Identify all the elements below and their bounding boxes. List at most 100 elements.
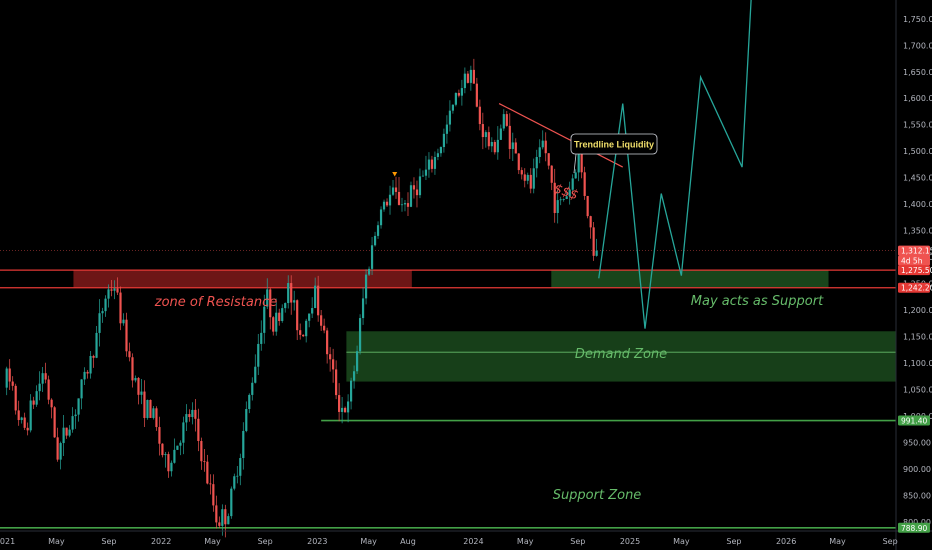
candle — [541, 130, 544, 150]
candle — [320, 310, 323, 331]
candle-body — [409, 185, 413, 207]
candle — [104, 295, 107, 317]
candle-body — [577, 153, 580, 173]
candle-body — [385, 201, 389, 206]
candle-body — [496, 139, 499, 153]
candle-body — [272, 317, 275, 332]
candle-body — [86, 371, 89, 374]
candle — [137, 377, 140, 405]
candle-body — [499, 128, 502, 140]
candle — [56, 427, 59, 462]
x-tick-label: Sep — [570, 537, 585, 546]
candle-body — [358, 318, 362, 352]
x-tick-label: May — [204, 537, 221, 546]
candle — [565, 192, 568, 200]
candle — [580, 151, 583, 179]
candle-body — [107, 289, 110, 299]
x-tick-label: Sep — [726, 537, 741, 546]
candle-body — [481, 124, 484, 138]
candle-body — [559, 199, 562, 201]
candle-body — [209, 483, 212, 485]
candle — [191, 402, 194, 425]
candle — [589, 215, 592, 239]
tag-current-price: 1,312.15 — [898, 245, 932, 256]
candle — [41, 367, 44, 393]
candle — [125, 312, 128, 357]
y-tick-label: 1,600.00 — [903, 94, 932, 103]
candle — [23, 412, 26, 431]
candle-body — [38, 383, 41, 392]
tag-support-lower-box — [898, 522, 930, 533]
candle — [577, 152, 580, 182]
tag-countdown-text: 4d 5h — [901, 257, 923, 266]
candle-body — [547, 153, 550, 166]
candle-body — [394, 187, 398, 192]
y-tick-label: 1,550.00 — [903, 121, 932, 130]
candle-body — [137, 377, 140, 395]
candle — [113, 280, 116, 300]
candle-body — [406, 203, 410, 207]
candle-body — [391, 187, 395, 195]
tag-zone-bottom-box — [898, 282, 930, 293]
x-tick-label: 2026 — [776, 537, 796, 546]
candle — [254, 354, 257, 384]
candle — [161, 443, 164, 458]
candle-body — [580, 153, 583, 173]
y-tick-label: 1,500.00 — [903, 147, 932, 156]
candle — [394, 176, 398, 199]
candle — [571, 174, 574, 195]
candle — [397, 177, 401, 206]
candle — [373, 231, 377, 247]
candle — [460, 79, 463, 106]
candle — [493, 139, 496, 155]
candle — [209, 474, 212, 495]
candle — [538, 139, 541, 164]
candle — [110, 279, 113, 297]
candle — [212, 474, 215, 512]
candle-body — [146, 399, 149, 418]
candle-body — [421, 175, 425, 177]
candle-body — [454, 92, 458, 105]
trendline — [498, 103, 624, 168]
candle — [29, 394, 32, 433]
candle-body — [514, 142, 517, 154]
candle-body — [544, 140, 547, 154]
candle — [278, 308, 281, 326]
candle-body — [505, 114, 508, 126]
time-axis[interactable]: 2021 May Sep 2022 May Sep 2023 May Aug 2024 May Sep… — [0, 530, 932, 546]
candle — [11, 376, 14, 391]
candle-body — [475, 83, 478, 107]
candle — [122, 313, 125, 326]
candle-body — [92, 355, 95, 358]
tag-current-price-text: 1,312.15 — [901, 247, 932, 256]
y-tick-label: 850.00 — [903, 491, 931, 500]
candle-body — [167, 454, 170, 472]
candle-body — [5, 368, 8, 388]
candle-body — [574, 172, 577, 179]
candle — [574, 169, 577, 179]
candle — [481, 112, 484, 150]
candle — [14, 383, 17, 415]
candle — [173, 438, 176, 464]
candle — [475, 77, 478, 108]
candle — [430, 155, 434, 173]
candle-body — [65, 427, 68, 436]
candle-body — [568, 189, 571, 197]
candle-body — [445, 124, 449, 134]
candle — [77, 398, 80, 422]
candle-body — [355, 351, 359, 372]
candle-body — [206, 461, 209, 484]
candle — [230, 486, 233, 519]
candle-body — [376, 225, 380, 236]
candle — [323, 318, 326, 334]
candle — [490, 137, 493, 153]
candle — [487, 126, 490, 150]
candle-body — [346, 401, 350, 413]
candle — [311, 297, 314, 319]
candle — [83, 367, 86, 386]
candle-body — [382, 201, 386, 210]
candle — [544, 132, 547, 162]
candle — [508, 113, 511, 159]
candle — [35, 385, 38, 407]
